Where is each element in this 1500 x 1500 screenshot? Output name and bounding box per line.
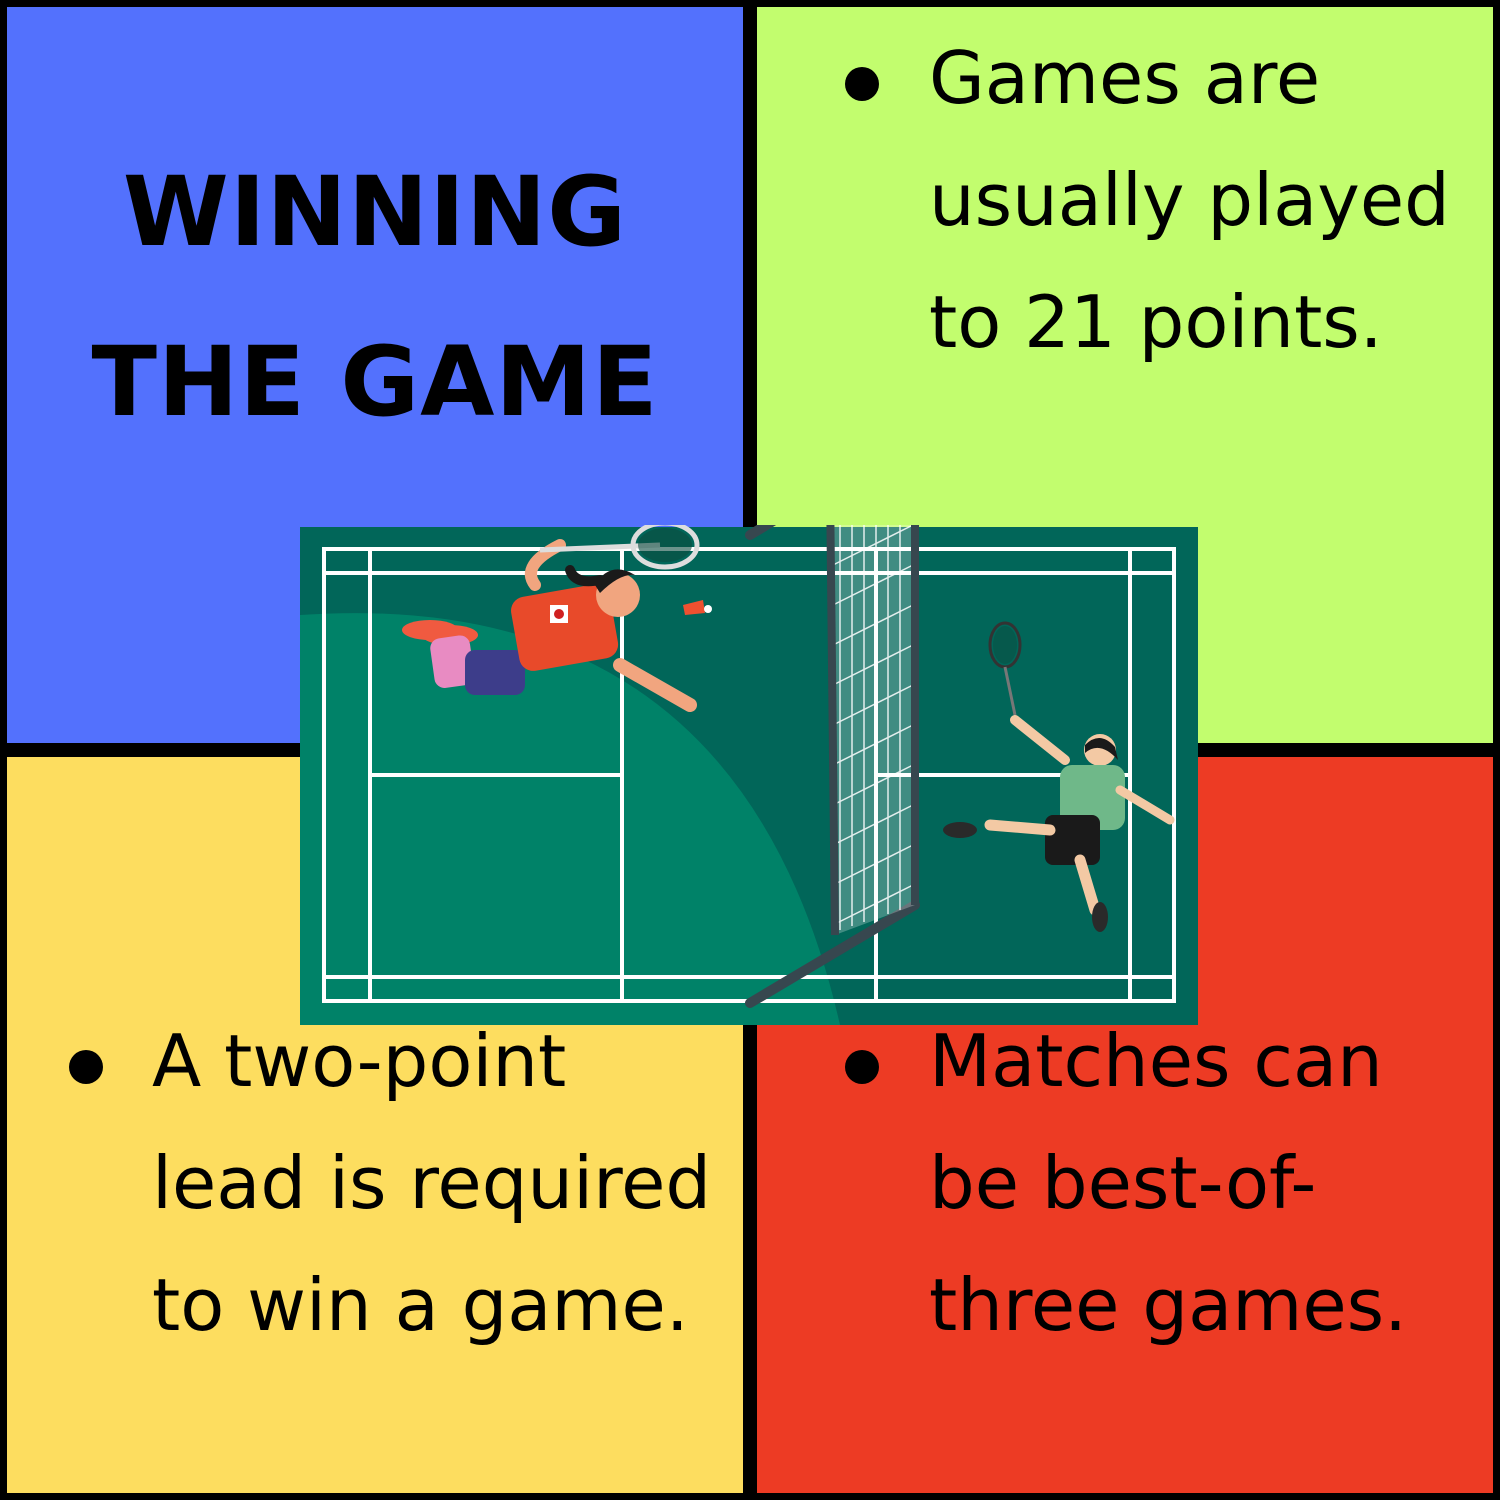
title-line-1: WINNING (122, 156, 628, 268)
player-diving-icon (402, 525, 700, 712)
title-line-2: THE GAME (91, 326, 659, 438)
net-icon (745, 525, 920, 1008)
bullet-icon (845, 67, 879, 101)
bullet-text-games-points: Games are usually played to 21 points. (929, 36, 1450, 364)
court-icon (300, 527, 1198, 1025)
badminton-court-illustration (300, 525, 1198, 1025)
bullet-icon (69, 1050, 103, 1084)
page-title: WINNING THE GAME (7, 127, 743, 467)
bullet-text-best-of-three: Matches can be best-of-three games. (929, 1019, 1408, 1347)
bullet-icon (845, 1050, 879, 1084)
bullet-text-two-point-lead: A two-point lead is required to win a ga… (152, 1019, 712, 1347)
shuttlecock-icon (683, 600, 712, 615)
player-returning-icon (943, 621, 1175, 932)
